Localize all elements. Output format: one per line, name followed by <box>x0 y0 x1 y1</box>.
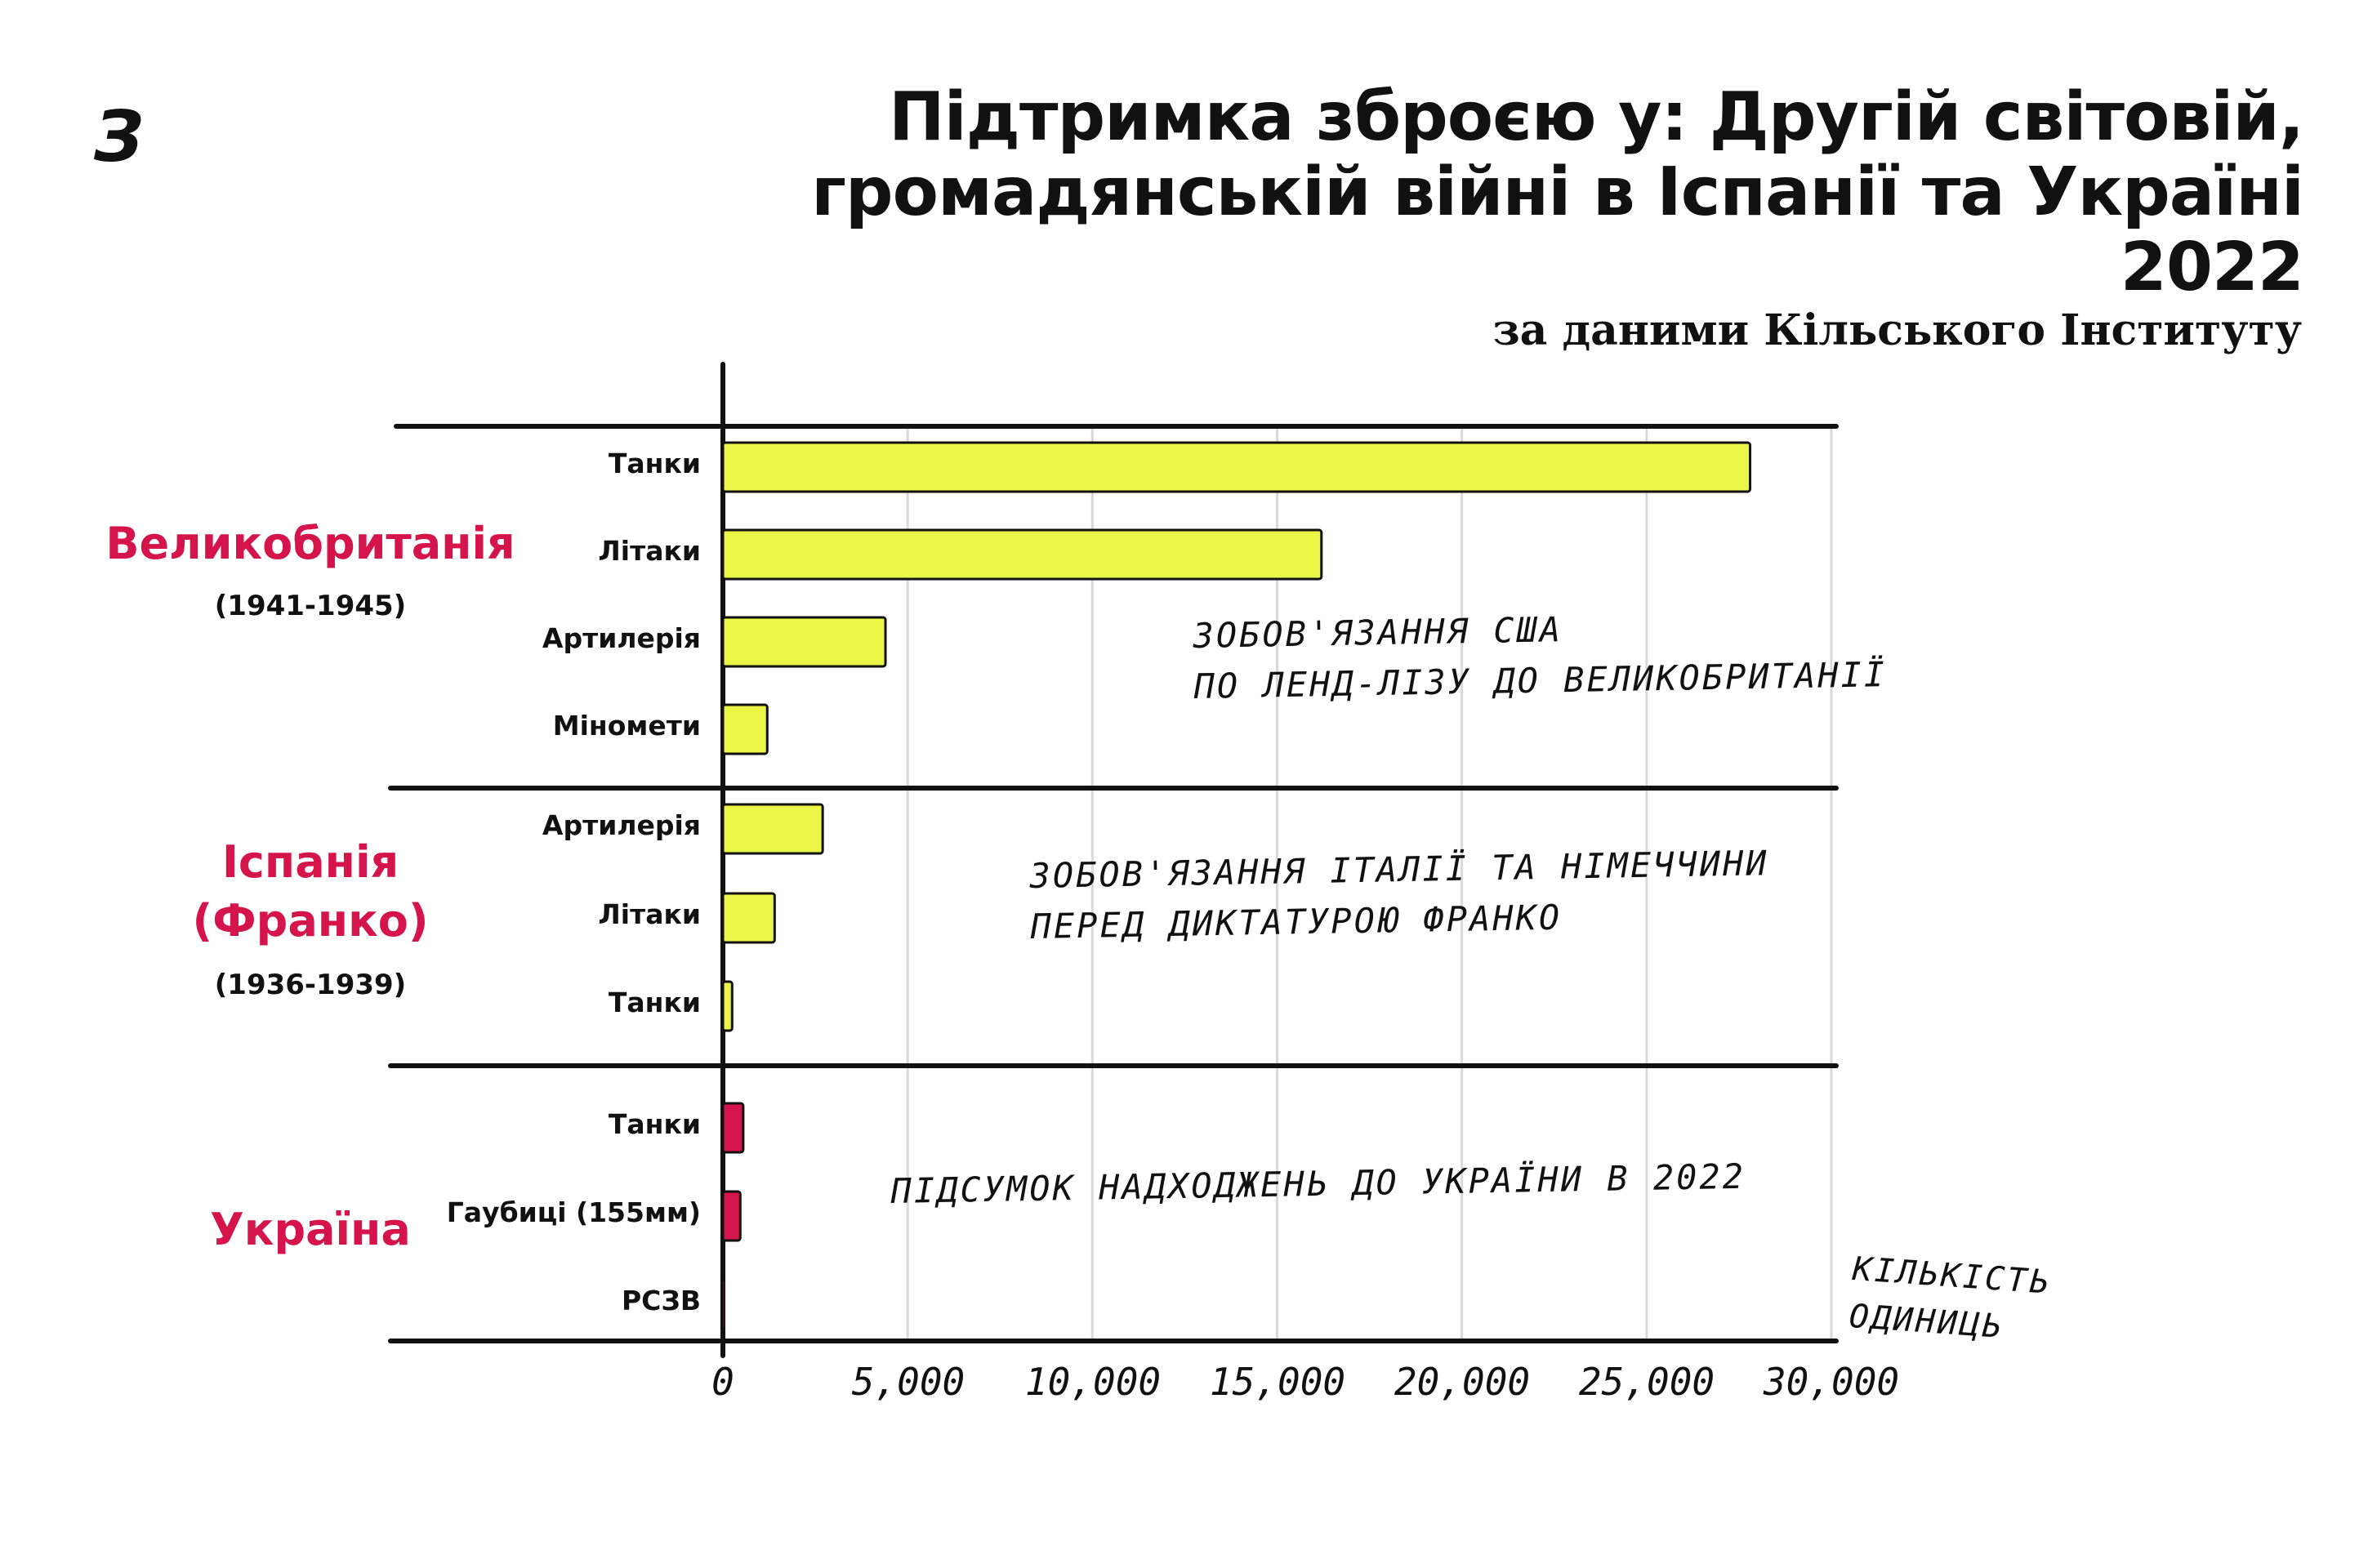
brand-logo: З <box>94 96 145 178</box>
x-tick-label: 25,000 <box>1578 1360 1715 1404</box>
group-label-ukraine: Україна <box>147 1200 474 1259</box>
group-label-line: (Франко) <box>192 895 429 947</box>
category-label: РСЗВ <box>621 1285 701 1316</box>
bar <box>721 1102 745 1154</box>
group-label-line: Іспанія <box>221 836 399 888</box>
annotation-spain: ЗОБОВ'ЯЗАННЯ ІТАЛІЇ ТА НІМЕЧЧИНИ ПЕРЕД Д… <box>1029 838 1770 952</box>
bar <box>721 980 734 1032</box>
group-label-line: Україна <box>210 1204 411 1255</box>
category-label: Літаки <box>598 898 701 930</box>
x-tick-label: 5,000 <box>851 1360 966 1404</box>
bar <box>721 528 1323 581</box>
bar <box>721 441 1751 493</box>
category-label: Літаки <box>598 535 701 567</box>
group-label-line: Великобританія <box>105 518 515 569</box>
category-label: Артилерія <box>542 809 701 841</box>
x-axis-label: КІЛЬКІСТЬ ОДИНИЦЬ <box>1848 1245 2053 1354</box>
category-label: Міномети <box>552 710 701 742</box>
bar <box>721 616 887 668</box>
group-period-spain: (1936-1939) <box>214 969 407 1001</box>
bar <box>721 892 776 944</box>
category-label: Гаубиці (155мм) <box>446 1196 701 1228</box>
group-period-uk: (1941-1945) <box>214 590 407 622</box>
category-label: Артилерія <box>542 622 701 654</box>
x-tick-label: 10,000 <box>1024 1360 1162 1404</box>
bar <box>721 703 769 755</box>
x-tick-label: 15,000 <box>1209 1360 1346 1404</box>
group-label-spain: Іспанія (Франко) <box>147 833 474 951</box>
category-label: Танки <box>608 448 701 479</box>
x-tick-label: 0 <box>711 1360 734 1404</box>
category-label: Танки <box>608 987 701 1018</box>
bar <box>721 803 824 855</box>
chart-subtitle: за даними Кільського Інституту <box>1492 305 2302 355</box>
category-label: Танки <box>608 1108 701 1140</box>
group-label-uk: Великобританія <box>90 514 531 573</box>
annotation-uk: ЗОБОВ'ЯЗАННЯ США ПО ЛЕНД-ЛІЗУ ДО ВЕЛИКОБ… <box>1193 599 1888 712</box>
chart-title: Підтримка зброєю у: Другій світовій, гро… <box>811 78 2304 306</box>
bar <box>722 1279 725 1330</box>
x-tick-label: 20,000 <box>1394 1360 1531 1404</box>
x-tick-label: 30,000 <box>1763 1360 1900 1404</box>
bar <box>721 1190 742 1242</box>
